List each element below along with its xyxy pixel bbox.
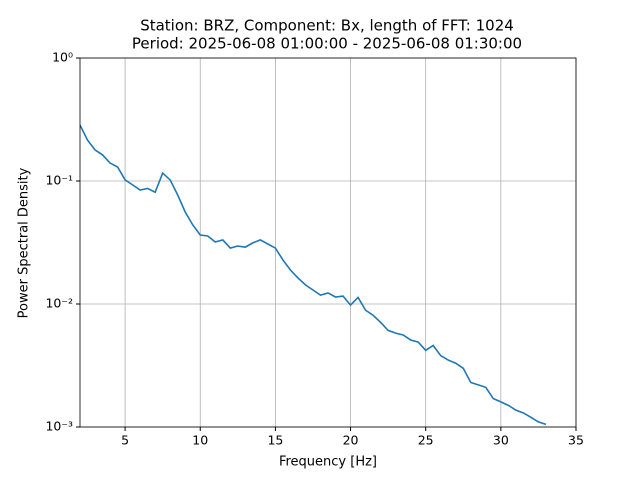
- x-tick-label: 35: [568, 433, 584, 448]
- x-tick-label: 5: [121, 433, 129, 448]
- chart-title: Station: BRZ, Component: Bx, length of F…: [140, 17, 514, 35]
- y-tick-label: 10⁻²: [45, 296, 73, 311]
- x-tick-label: 25: [418, 433, 434, 448]
- x-tick-label: 10: [192, 433, 208, 448]
- y-tick-label: 10⁰: [52, 50, 73, 65]
- x-axis-label: Frequency [Hz]: [279, 455, 377, 470]
- y-tick-label: 10⁻¹: [45, 173, 73, 188]
- plot-frame: [79, 57, 577, 428]
- y-axis-label: Power Spectral Density: [17, 167, 32, 318]
- data-line: [80, 124, 547, 426]
- x-tick-label: 20: [343, 433, 359, 448]
- x-tick-label: 30: [493, 433, 509, 448]
- y-tick-label: 10⁻³: [45, 419, 73, 434]
- chart-subtitle: Period: 2025-06-08 01:00:00 - 2025-06-08…: [132, 35, 522, 53]
- x-tick-label: 15: [267, 433, 283, 448]
